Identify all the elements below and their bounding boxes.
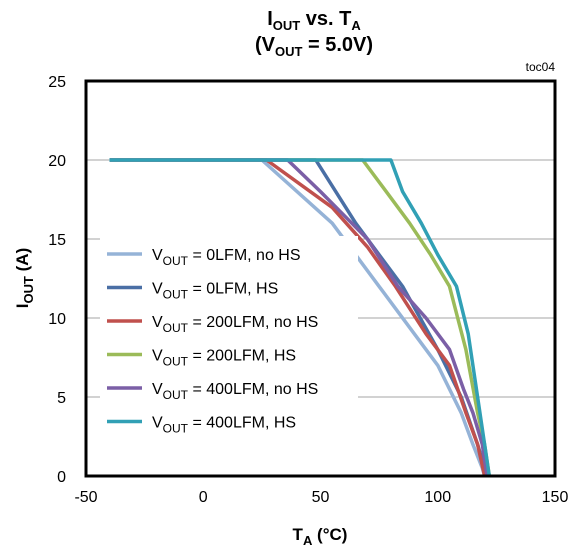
y-tick-labels: 0 5 10 15 20 25	[48, 74, 66, 486]
chart-title: IOUT vs. TA	[267, 8, 361, 33]
x-tick-labels: -50 0 50 100 150	[74, 489, 568, 506]
x-axis-label: TA (°C)	[293, 525, 348, 548]
toc-note: toc04	[526, 60, 556, 74]
y-tick-label: 15	[48, 232, 66, 249]
x-tick-label: 50	[312, 489, 330, 506]
y-tick-label: 20	[48, 153, 66, 170]
chart-subtitle: (VOUT = 5.0V)	[255, 34, 373, 59]
y-tick-label: 5	[57, 390, 66, 407]
y-tick-label: 10	[48, 311, 66, 328]
y-tick-label: 25	[48, 74, 66, 91]
x-tick-label: 100	[424, 489, 451, 506]
x-tick-label: 150	[542, 489, 569, 506]
y-tick-label: 0	[57, 469, 66, 486]
x-tick-label: 0	[199, 489, 208, 506]
y-axis-label: IOUT (A)	[13, 248, 36, 309]
x-tick-label: -50	[74, 489, 97, 506]
